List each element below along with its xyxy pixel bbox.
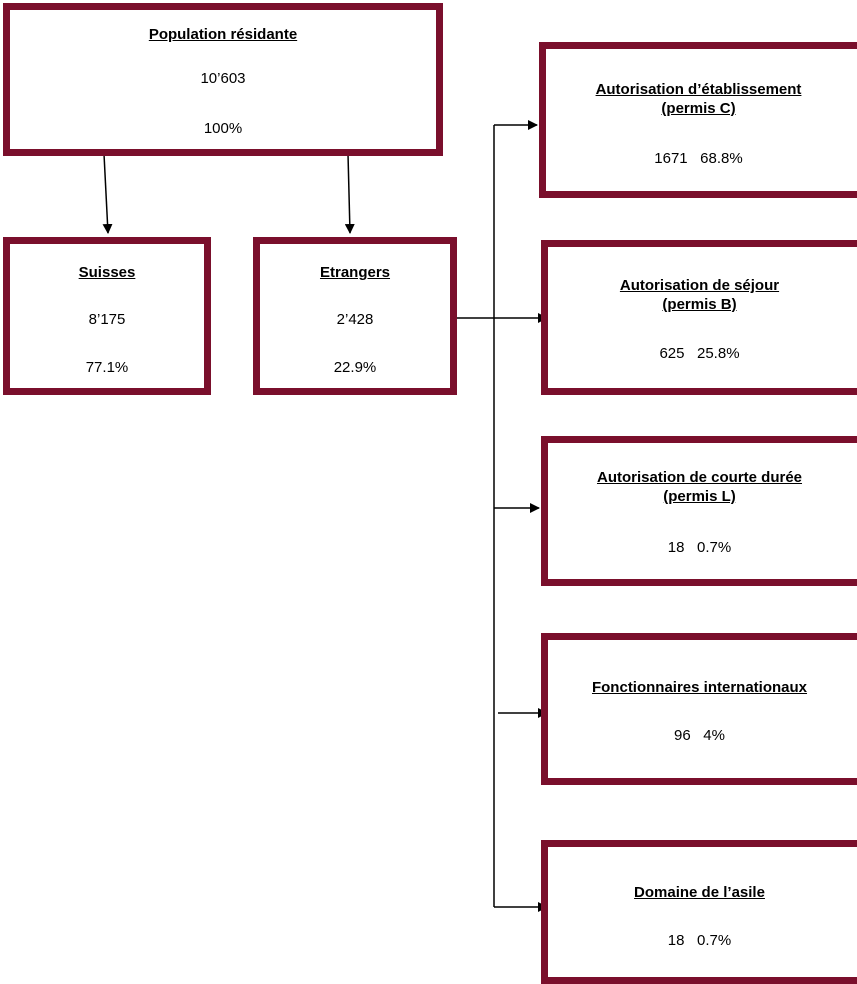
population-residante-title: Population résidante bbox=[148, 26, 298, 43]
fonctionnaires-box: Fonctionnaires internationaux 96 4% bbox=[541, 633, 857, 785]
arrow-root-to-etrangers bbox=[344, 153, 355, 234]
permis-c-value: 1671 bbox=[654, 150, 688, 167]
permis-b-value: 625 bbox=[659, 345, 685, 362]
permis-c-percent: 68.8% bbox=[700, 150, 743, 167]
etrangers-percent: 22.9% bbox=[333, 359, 377, 376]
suisses-box: Suisses 8’175 77.1% bbox=[3, 237, 211, 395]
permis-c-title: Autorisation d’établissement (permis C) bbox=[540, 80, 857, 118]
etrangers-value: 2’428 bbox=[336, 311, 374, 328]
fonctionnaires-percent: 4% bbox=[703, 727, 725, 744]
suisses-title: Suisses bbox=[78, 264, 136, 281]
permis-b-title-line2: (permis B) bbox=[662, 296, 737, 313]
suisses-value: 8’175 bbox=[88, 311, 126, 328]
permis-c-title-line1: Autorisation d’établissement bbox=[595, 81, 802, 98]
etrangers-title: Etrangers bbox=[319, 264, 391, 281]
permis-b-stats: 625 25.8% bbox=[542, 345, 857, 362]
asile-value: 18 bbox=[667, 932, 685, 949]
fonctionnaires-value: 96 bbox=[674, 727, 691, 744]
permis-l-title-line1: Autorisation de courte durée bbox=[596, 469, 803, 486]
permis-b-title-line1: Autorisation de séjour bbox=[619, 277, 780, 294]
permis-b-box: Autorisation de séjour (permis B) 625 25… bbox=[541, 240, 857, 395]
permis-l-box: Autorisation de courte durée (permis L) … bbox=[541, 436, 857, 586]
permis-c-stats: 1671 68.8% bbox=[540, 150, 857, 167]
asile-percent: 0.7% bbox=[697, 932, 732, 949]
suisses-percent: 77.1% bbox=[85, 359, 129, 376]
population-residante-box: Population résidante 10’603 100% bbox=[3, 3, 443, 156]
asile-stats: 18 0.7% bbox=[542, 932, 857, 949]
permis-l-stats: 18 0.7% bbox=[542, 539, 857, 556]
population-residante-value: 10’603 bbox=[200, 70, 246, 87]
permis-c-box: Autorisation d’établissement (permis C) … bbox=[539, 42, 857, 198]
arrow-root-to-suisses bbox=[102, 153, 113, 234]
permis-l-title: Autorisation de courte durée (permis L) bbox=[542, 468, 857, 506]
permis-l-title-line2: (permis L) bbox=[663, 488, 736, 505]
population-residante-percent: 100% bbox=[203, 120, 243, 137]
etrangers-box: Etrangers 2’428 22.9% bbox=[253, 237, 457, 395]
permis-c-title-line2: (permis C) bbox=[661, 100, 736, 117]
permis-l-percent: 0.7% bbox=[697, 539, 732, 556]
permis-l-value: 18 bbox=[667, 539, 685, 556]
fonctionnaires-stats: 96 4% bbox=[542, 727, 857, 744]
fonctionnaires-title: Fonctionnaires internationaux bbox=[591, 679, 808, 696]
permis-b-title: Autorisation de séjour (permis B) bbox=[542, 276, 857, 314]
asile-box: Domaine de l’asile 18 0.7% bbox=[541, 840, 857, 984]
permis-b-percent: 25.8% bbox=[697, 345, 740, 362]
asile-title: Domaine de l’asile bbox=[634, 884, 765, 901]
